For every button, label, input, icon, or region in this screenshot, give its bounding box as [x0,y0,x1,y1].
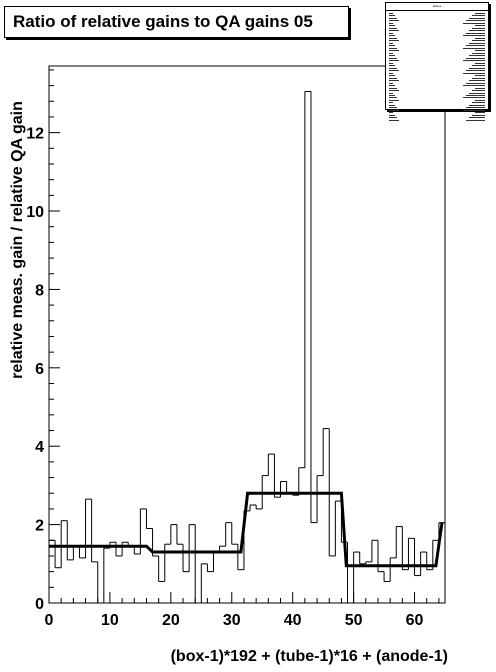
y-tick-label: 10 [26,204,44,221]
plot-frame [48,65,446,604]
title-box: Ratio of relative gains to QA gains 05 [4,6,349,38]
stats-box-rows [386,11,488,124]
stats-row [389,97,485,99]
stats-row [389,47,485,50]
stats-box-title: Ratios [386,3,488,11]
stats-row [389,117,485,119]
stats-row [389,90,485,92]
x-tick-label: 50 [345,612,363,629]
stats-row [389,15,485,17]
fit-line [49,491,444,568]
stats-row [389,42,485,45]
stats-row [389,40,485,42]
stats-row [389,52,485,55]
stats-row [389,80,485,82]
stats-row [389,50,485,52]
y-tick-label: 4 [35,439,44,456]
stats-row [389,75,485,77]
x-tick-label: 0 [45,612,54,629]
stats-row [389,70,485,72]
x-tick-label: 20 [162,612,180,629]
stats-row [389,104,485,107]
stats-row [389,92,485,95]
stats-row [389,102,485,104]
stats-row [389,85,485,87]
x-tick-label: 40 [284,612,302,629]
stats-row [389,67,485,70]
stats-row [389,22,485,25]
stats-box: Ratios [385,2,489,121]
stats-row [389,77,485,80]
stats-row [389,65,485,67]
chart-title: Ratio of relative gains to QA gains 05 [13,12,313,31]
stats-row [389,114,485,117]
fit-curve [49,491,444,568]
y-tick-label: 2 [35,518,44,535]
y-tick-label: 8 [35,282,44,299]
axes: 0 2 4 6 8 10 12 0 10 20 30 40 50 60 [26,69,440,629]
stats-row [389,109,485,112]
stats-row [389,60,485,62]
stats-row [389,27,485,30]
y-tick-label: 12 [26,126,44,143]
stats-row [389,94,485,97]
stats-row [389,25,485,27]
x-axis-label: (box-1)*192 + (tube-1)*16 + (anode-1) [170,648,448,665]
histogram-bars [48,90,445,604]
stats-row [389,87,485,90]
stats-row [389,30,485,32]
stats-row [389,35,485,37]
stats-row [389,72,485,75]
y-tick-label: 6 [35,361,44,378]
stats-row [389,17,485,20]
x-tick-label: 60 [406,612,424,629]
y-tick-label: 0 [35,596,44,613]
x-tick-label: 10 [101,612,119,629]
stats-row [389,119,485,122]
stats-row [389,62,485,65]
stats-row [389,55,485,57]
stats-row [389,112,485,114]
stats-row [389,99,485,102]
stats-row [389,13,485,15]
stats-row [389,37,485,40]
stats-row [389,32,485,35]
y-axis-label: relative meas. gain / relative QA gain [9,101,26,379]
stats-row [389,107,485,109]
stats-row [389,57,485,60]
stats-row [389,45,485,47]
stats-row [389,82,485,85]
x-tick-label: 30 [223,612,241,629]
stats-row [389,20,485,22]
